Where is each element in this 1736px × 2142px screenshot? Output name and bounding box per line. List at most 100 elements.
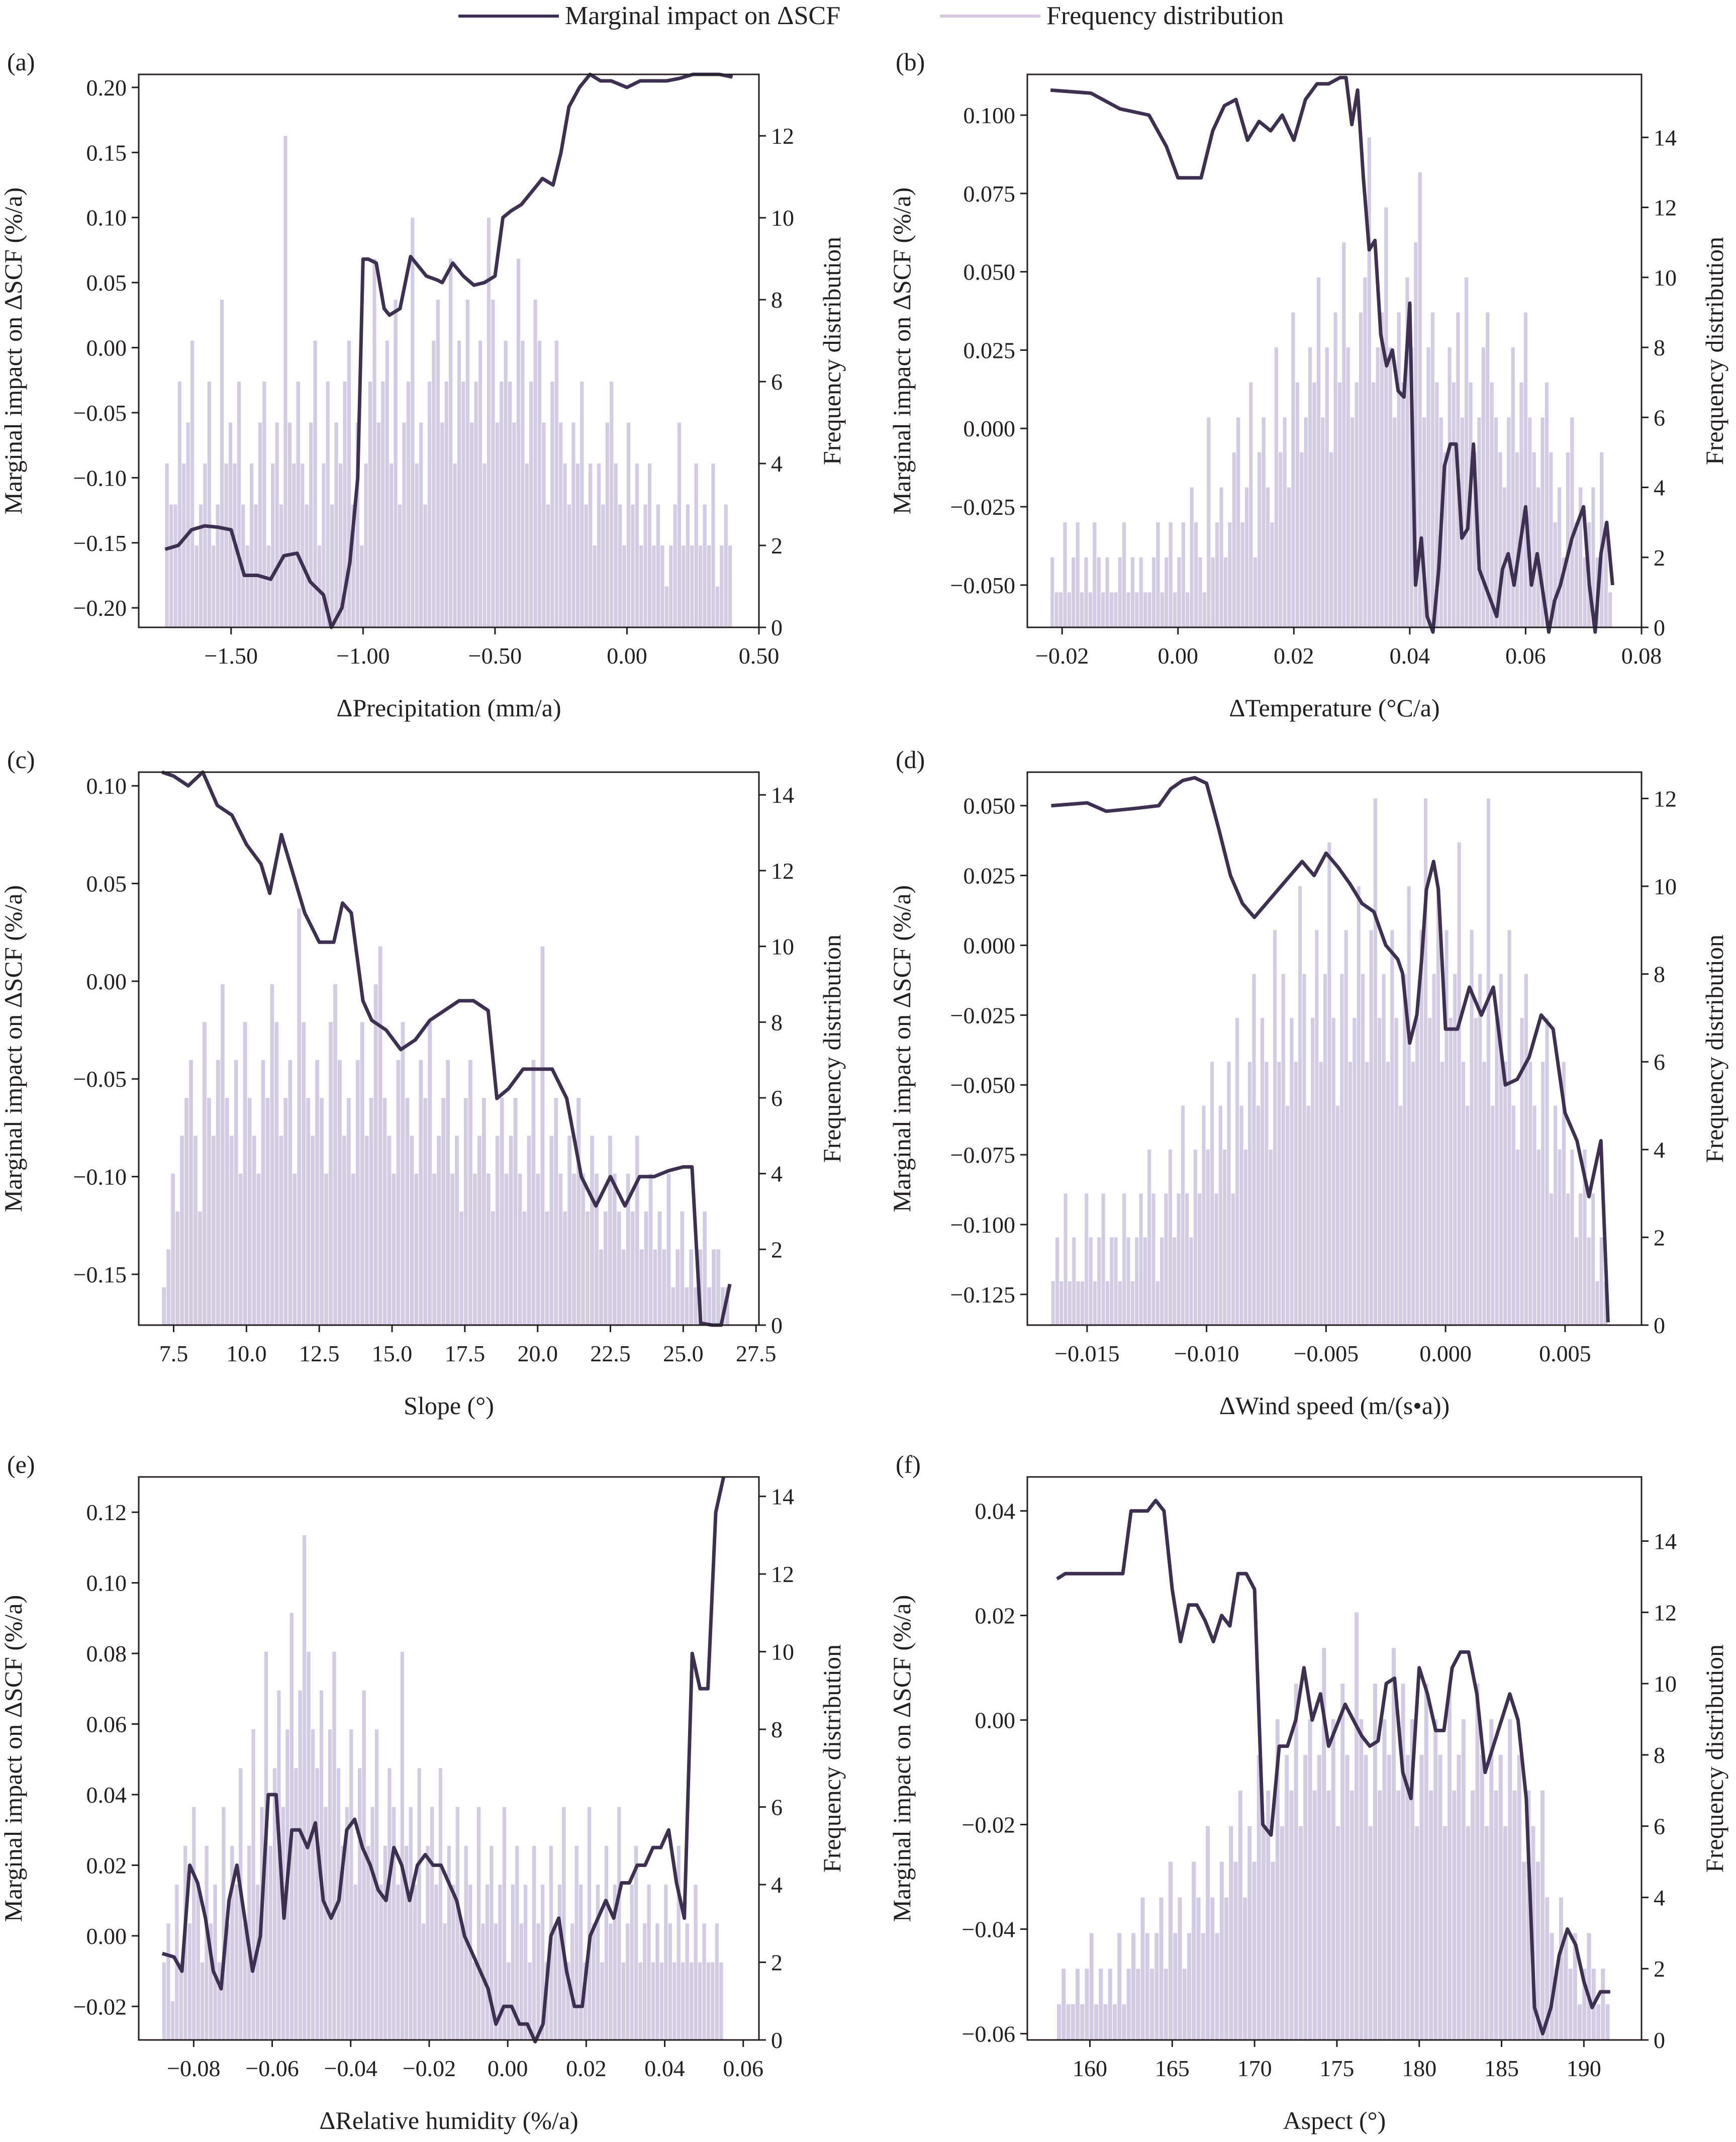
- histogram-bar: [1151, 1193, 1155, 1325]
- histogram-bar: [1126, 592, 1130, 627]
- histogram-bar: [1438, 1754, 1442, 2040]
- histogram-bar: [287, 422, 292, 627]
- histogram-bar: [443, 1923, 447, 2040]
- x-tick-label: 0.04: [644, 2056, 685, 2081]
- histogram-bar: [1351, 417, 1355, 627]
- y-left-axis-label: Marginal impact on ΔSCF (%/a): [888, 885, 916, 1213]
- histogram-bar: [1410, 1719, 1415, 2040]
- histogram-bar: [495, 1136, 500, 1325]
- histogram-bar: [326, 382, 330, 627]
- y-right-axis-label: Frequency distribution: [818, 1644, 846, 1873]
- histogram-bar: [581, 1173, 585, 1325]
- histogram-bar: [1430, 312, 1435, 627]
- histogram-bar: [1562, 1062, 1566, 1325]
- histogram-bar: [1480, 1754, 1484, 2040]
- histogram-bar: [1131, 1933, 1136, 2040]
- histogram-bar: [1554, 1105, 1558, 1325]
- histogram-bar: [1428, 1790, 1433, 2040]
- histogram-bar: [572, 1173, 576, 1325]
- histogram-bar: [1535, 1861, 1540, 2040]
- histogram-bar: [1398, 1105, 1403, 1325]
- histogram-bar: [1519, 382, 1523, 627]
- marginal-impact-line-d: [1051, 776, 1610, 1323]
- histogram-bar: [342, 1136, 346, 1325]
- histogram-bar: [593, 545, 597, 627]
- histogram-bar: [1376, 347, 1380, 627]
- histogram-bar: [617, 1211, 621, 1325]
- histogram-bar: [203, 463, 207, 627]
- plot-frame: [1026, 771, 1643, 1326]
- histogram-bar: [587, 1807, 592, 2040]
- y-right-tick-label: 0: [771, 1313, 783, 1338]
- histogram-bar: [1549, 1193, 1553, 1325]
- histogram-bar: [1261, 1017, 1265, 1325]
- x-tick-label: −0.005: [1294, 1341, 1359, 1366]
- x-tick-label: −0.02: [1035, 643, 1089, 669]
- y-right-tick-label: 2: [1654, 1956, 1665, 1982]
- histogram-bar: [655, 1923, 659, 2040]
- histogram-bar: [1223, 557, 1228, 627]
- y-left-axis-label: Marginal impact on ΔSCF (%/a): [888, 188, 916, 515]
- histogram-bar: [1574, 522, 1578, 627]
- histogram-bar: [1147, 592, 1151, 627]
- histogram-bar: [1608, 592, 1612, 627]
- x-axis-label: ΔTemperature (°C/a): [1229, 694, 1439, 722]
- y-right-tick-label: 6: [1654, 1814, 1665, 1839]
- y-left-tick-label: 0.025: [963, 863, 1016, 889]
- histogram-bar: [563, 463, 567, 627]
- histogram-bar: [390, 463, 394, 627]
- histogram-bar: [392, 1807, 396, 2040]
- x-axis-label: ΔRelative humidity (%/a): [319, 2106, 578, 2134]
- histogram-bar: [1051, 1281, 1055, 1325]
- histogram-bar: [706, 1962, 711, 2040]
- histogram-bar: [1418, 172, 1422, 627]
- histogram-bar: [410, 1136, 414, 1325]
- y-left-tick-label: 0.000: [963, 933, 1016, 958]
- histogram-bar: [1139, 1193, 1143, 1325]
- histogram-bar: [1494, 1790, 1498, 2040]
- histogram-bar: [1072, 557, 1076, 627]
- x-tick-label: 12.5: [299, 1341, 340, 1366]
- histogram-bar: [1605, 2004, 1610, 2040]
- histogram-bar: [319, 1690, 324, 2040]
- plot-frame: [138, 73, 760, 628]
- histogram-bar: [610, 382, 614, 627]
- y-right-tick-label: 0: [1654, 2027, 1665, 2053]
- histogram-bar: [423, 1097, 428, 1325]
- histogram-bar: [421, 1923, 426, 2040]
- histogram-bar: [1359, 312, 1363, 627]
- histogram-bar: [531, 1060, 536, 1325]
- y-right-tick-label: 2: [1654, 1225, 1665, 1250]
- histogram-bar: [1071, 2004, 1075, 2040]
- histogram-bar: [1503, 1062, 1507, 1325]
- histogram-bar: [1357, 886, 1361, 1325]
- histogram-bar: [1369, 930, 1373, 1325]
- histogram-bar: [1126, 1237, 1130, 1325]
- y-right-tick-label: 0: [771, 2027, 783, 2053]
- histogram-bar: [182, 463, 186, 627]
- histogram-bar: [1349, 1790, 1354, 2040]
- histogram-bar: [1482, 1062, 1486, 1325]
- x-tick-label: 0.00: [488, 2056, 528, 2081]
- histogram-bar: [1224, 1897, 1229, 2040]
- x-tick-label: 0.00: [1158, 643, 1198, 669]
- histogram-bar: [1415, 1017, 1419, 1325]
- histogram-bar: [522, 1211, 527, 1325]
- histogram-bar: [567, 1136, 572, 1325]
- histogram-bar: [1386, 1062, 1390, 1325]
- histogram-bar: [473, 1173, 477, 1325]
- histogram-bar: [268, 1845, 272, 2040]
- histogram-bar: [414, 1173, 419, 1325]
- histogram-bar: [557, 1885, 561, 2040]
- histogram-bar: [1498, 452, 1502, 627]
- histogram-bar: [396, 1060, 401, 1325]
- histogram-bar: [1503, 1826, 1508, 2040]
- histogram-bar: [440, 422, 444, 627]
- histogram-bar: [1277, 1062, 1281, 1325]
- histogram-bar: [668, 1923, 672, 2040]
- histogram-bar: [1252, 1861, 1257, 2040]
- histogram-bar: [500, 1097, 504, 1325]
- histogram-a: [165, 136, 732, 628]
- histogram-bar: [491, 300, 495, 627]
- histogram-bar: [1583, 1149, 1587, 1325]
